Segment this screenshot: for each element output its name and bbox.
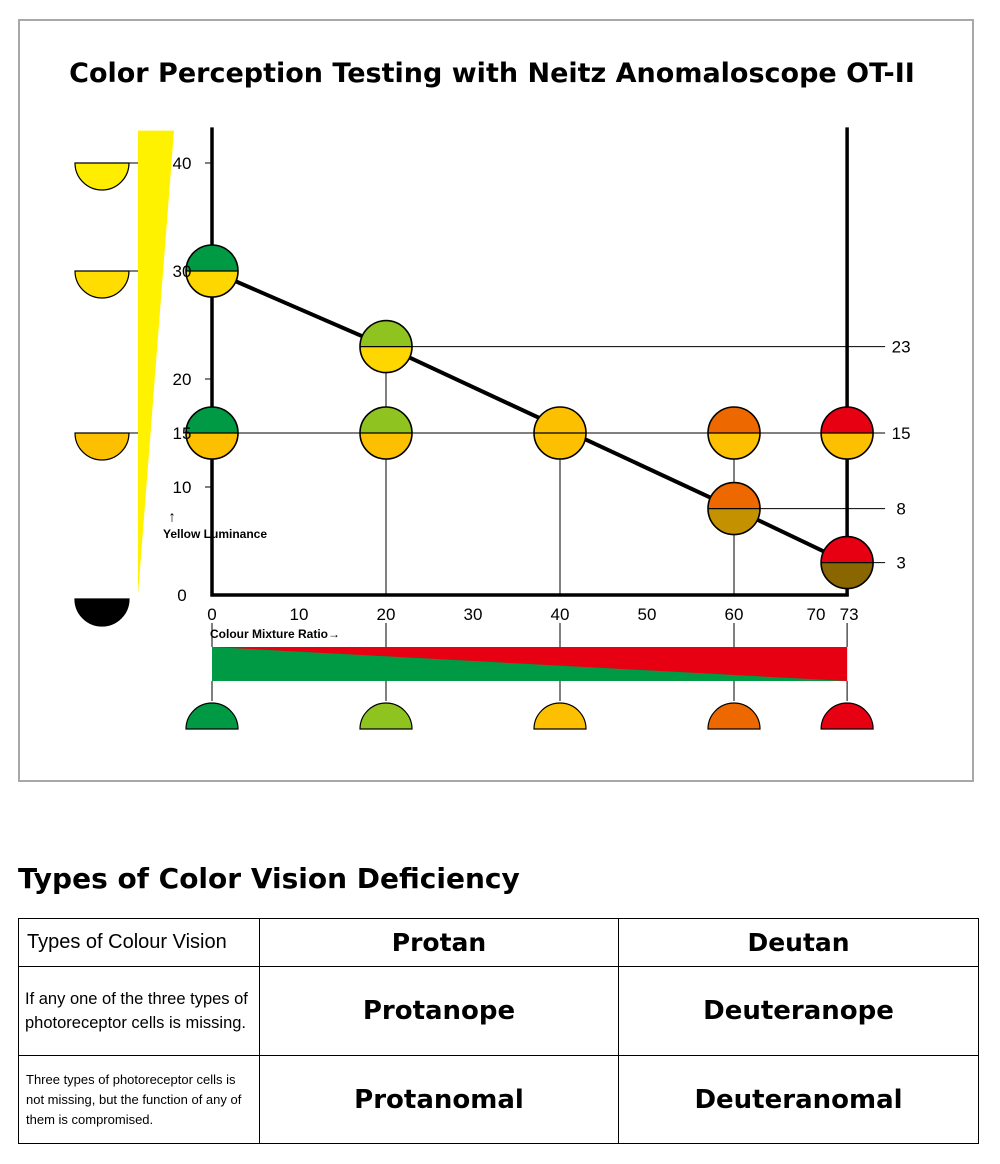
match-point-outline: [533, 406, 587, 460]
y-tick-label: 20: [173, 370, 192, 389]
y-axis-arrow: ↑: [168, 509, 176, 526]
mixture-bar-red: [212, 647, 848, 681]
match-point-bottom: [186, 271, 238, 297]
mixture-swatch: [359, 702, 413, 730]
luminance-swatch: [74, 432, 130, 461]
match-point-top: [821, 407, 874, 433]
y-tick-label: 0: [177, 586, 186, 605]
x-axis-label: Colour Mixture Ratio→: [210, 627, 340, 641]
mixture-swatch: [707, 702, 761, 730]
reference-label: 8: [896, 500, 905, 519]
x-tick-label: 10: [290, 605, 309, 624]
table-row: If any one of the three types of photore…: [18, 966, 979, 1056]
x-tick-label: 0: [207, 605, 216, 624]
match-point-top: [821, 536, 874, 563]
match-point-outline: [185, 406, 239, 460]
x-tick-label: 73: [840, 605, 859, 624]
x-tick-label: 30: [464, 605, 483, 624]
luminance-swatch: [74, 162, 130, 191]
match-point-outline: [185, 244, 239, 298]
table-row: Three types of photoreceptor cells is no…: [18, 1055, 979, 1144]
match-point-outline: [820, 535, 874, 590]
match-point-outline: [707, 406, 761, 460]
match-point-top: [360, 320, 412, 347]
match-point-bottom: [534, 433, 586, 459]
match-point-bottom: [360, 346, 412, 373]
deficiency-table: Types of Colour Vision Protan Deutan If …: [18, 918, 979, 1144]
header-protan: Protan: [259, 918, 619, 967]
match-point-outline: [707, 481, 761, 536]
x-tick-label: 60: [725, 605, 744, 624]
protan-type: Protanomal: [259, 1055, 619, 1144]
mixture-swatch: [185, 702, 239, 730]
y-tick-label: 40: [173, 154, 192, 173]
reference-label: 3: [896, 554, 905, 573]
reference-label: 15: [892, 424, 911, 443]
header-deutan: Deutan: [618, 918, 979, 967]
match-point-bottom: [186, 433, 238, 459]
match-point-top: [186, 245, 238, 271]
row-description: Three types of photoreceptor cells is no…: [18, 1055, 260, 1144]
match-point-bottom: [821, 562, 874, 589]
y-tick-label: 15: [173, 424, 192, 443]
table-header-row: Types of Colour Vision Protan Deutan: [18, 918, 979, 967]
deutan-type: Deuteranomal: [618, 1055, 979, 1144]
match-point-bottom: [360, 433, 412, 459]
header-types-label: Types of Colour Vision: [18, 918, 260, 967]
row-description: If any one of the three types of photore…: [18, 966, 260, 1056]
y-tick-label: 30: [173, 262, 192, 281]
match-point-top: [708, 407, 760, 433]
match-point-bottom: [708, 433, 760, 459]
luminance-swatch: [74, 270, 130, 299]
y-tick-label: 10: [173, 478, 192, 497]
luminance-swatch: [74, 598, 130, 627]
x-tick-label: 20: [377, 605, 396, 624]
chart-title: Color Perception Testing with Neitz Anom…: [69, 58, 915, 89]
match-point-bottom: [708, 508, 760, 535]
x-tick-label: 50: [638, 605, 657, 624]
reference-label: 23: [892, 338, 911, 357]
match-point-bottom: [821, 433, 874, 459]
match-point-outline: [820, 406, 874, 460]
section-heading: Types of Color Vision Deficiency: [18, 862, 520, 895]
y-axis-label: Yellow Luminance: [163, 527, 267, 541]
mixture-swatch: [533, 702, 587, 730]
mixture-swatch: [820, 702, 874, 730]
x-tick-label: 70: [807, 605, 826, 624]
luminance-wedge: [138, 130, 174, 595]
match-point-top: [534, 407, 586, 433]
protan-type: Protanope: [259, 966, 619, 1056]
match-point-outline: [359, 319, 413, 374]
x-tick-label: 40: [551, 605, 570, 624]
match-point-top: [186, 407, 238, 433]
match-point-top: [360, 407, 412, 433]
match-point-outline: [359, 406, 413, 460]
deutan-type: Deuteranope: [618, 966, 979, 1056]
match-point-top: [708, 482, 760, 509]
